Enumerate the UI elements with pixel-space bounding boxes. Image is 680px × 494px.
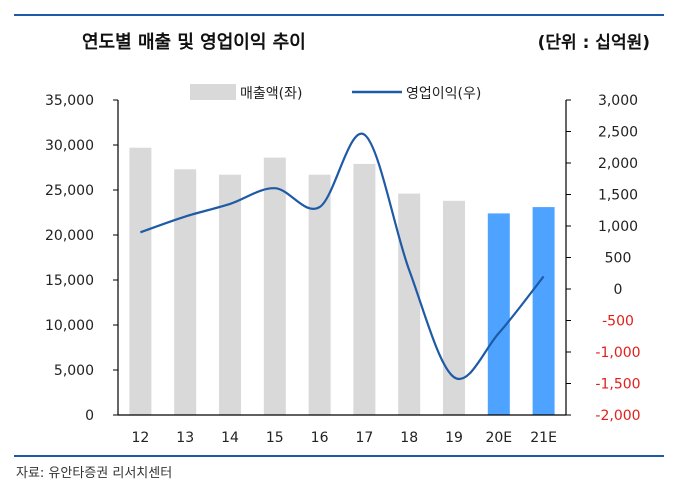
bar-20E (487, 213, 510, 415)
unit-label: (단위 : 십억원) (537, 33, 650, 53)
x-tick-label: 21E (530, 430, 557, 446)
x-tick-label: 16 (311, 430, 329, 446)
bar-15 (263, 157, 286, 415)
legend: 매출액(좌) 영업이익(우) (190, 84, 481, 102)
left-tick-label: 30,000 (45, 138, 94, 154)
top-rule (14, 14, 664, 16)
bar-12 (129, 147, 152, 415)
bar-series (129, 147, 555, 415)
legend-bar-swatch (190, 84, 236, 100)
bar-21E (532, 207, 555, 415)
left-tick-label: 15,000 (45, 273, 94, 289)
bar-18 (398, 193, 421, 415)
legend-bar-label: 매출액(좌) (240, 86, 302, 102)
right-tick-label: 1,000 (598, 219, 638, 235)
right-tick-label: 1,500 (598, 188, 638, 204)
right-tick-label: 3,000 (598, 93, 638, 109)
right-tick-label: -1,500 (595, 377, 640, 393)
operating-profit-line (140, 132, 545, 381)
left-tick-label: 20,000 (45, 228, 94, 244)
right-tick-label: -500 (602, 314, 634, 330)
bar-19 (443, 200, 465, 415)
x-tick-label: 13 (176, 430, 194, 446)
left-tick-label: 5,000 (54, 363, 94, 379)
right-tick-label: -1,000 (595, 345, 640, 361)
right-tick-label: 0 (614, 282, 623, 298)
bar-13 (174, 169, 197, 415)
left-axis-ticks: 0 5,000 10,000 15,000 20,000 25,000 30,000 35,0… (45, 93, 118, 424)
x-tick-label: 15 (266, 430, 284, 446)
left-tick-label: 10,000 (45, 318, 94, 334)
chart-title: 연도별 매출 및 영업이익 추이 (82, 32, 306, 53)
x-tick-label: 12 (131, 430, 149, 446)
x-axis-ticks: 12 13 14 15 16 17 18 19 20E 21E (131, 430, 556, 446)
right-tick-label: 500 (605, 251, 632, 267)
x-tick-label: 18 (400, 430, 418, 446)
left-tick-label: 0 (85, 408, 94, 424)
right-tick-label: 2,500 (598, 125, 638, 141)
legend-line-label: 영업이익(우) (406, 86, 481, 102)
x-tick-label: 17 (355, 430, 373, 446)
bottom-rule (14, 455, 664, 457)
right-tick-label: 2,000 (598, 156, 638, 172)
left-tick-label: 35,000 (45, 93, 94, 109)
bar-14 (219, 174, 241, 415)
x-tick-label: 14 (221, 430, 239, 446)
right-axis-ticks: -2,000 -1,500 -1,000 -500 0 500 1,000 1,500 2,00… (566, 93, 641, 424)
bar-16 (308, 174, 331, 415)
x-tick-label: 19 (445, 430, 463, 446)
source-note: 자료: 유안타증권 리서치센터 (16, 466, 173, 481)
bar-17 (353, 163, 376, 415)
x-tick-label: 20E (485, 430, 512, 446)
left-tick-label: 25,000 (45, 183, 94, 199)
right-tick-label: -2,000 (595, 408, 640, 424)
line-series (140, 132, 545, 381)
